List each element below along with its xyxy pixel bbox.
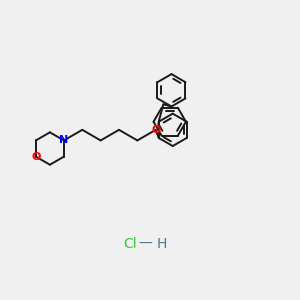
- Text: O: O: [151, 125, 160, 135]
- Text: —: —: [139, 237, 152, 250]
- Text: O: O: [31, 152, 40, 162]
- Text: N: N: [59, 135, 68, 146]
- Text: Cl: Cl: [123, 237, 137, 251]
- Text: H: H: [157, 237, 167, 251]
